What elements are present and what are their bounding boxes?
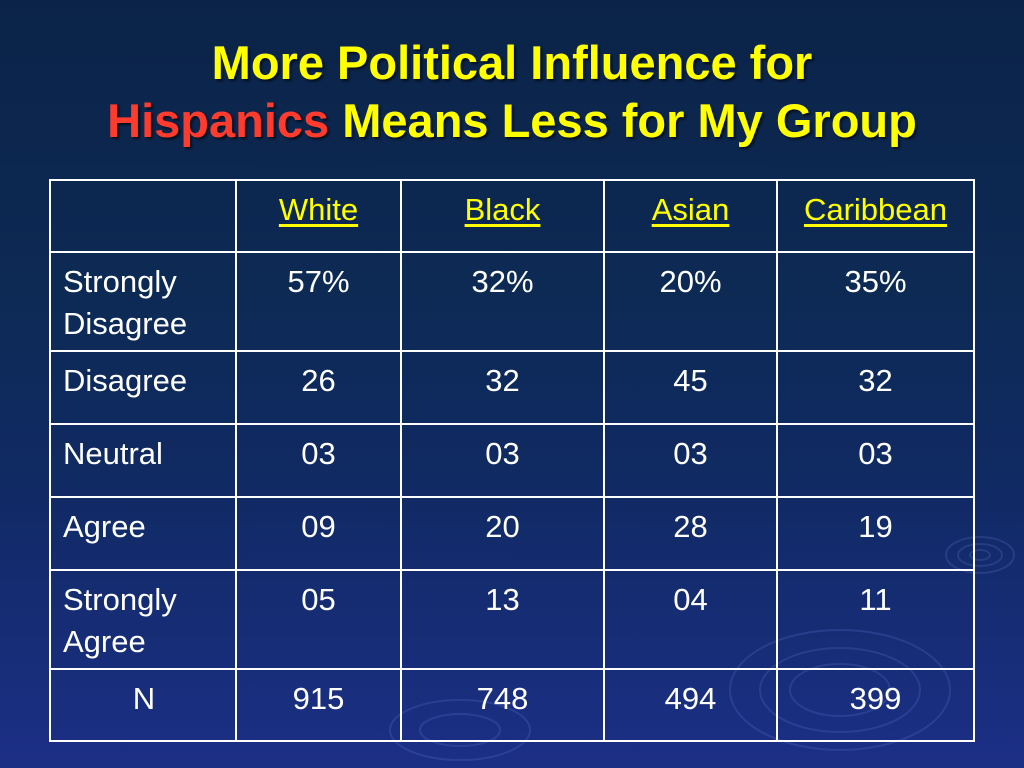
table-cell: 13: [400, 569, 605, 670]
table-cell: 399: [776, 668, 975, 742]
column-header-asian[interactable]: Asian: [603, 179, 778, 253]
table-cell: 19: [776, 496, 975, 571]
table-header-row: White Black Asian Caribbean: [49, 179, 975, 253]
table-row: Strongly Agree 05 13 04 11: [49, 569, 975, 670]
table-cell: 915: [235, 668, 402, 742]
row-label-n: N: [49, 668, 237, 742]
row-label-neutral: Neutral: [49, 423, 237, 498]
table-cell: 32: [776, 350, 975, 425]
column-header-label[interactable]: Asian: [651, 192, 730, 227]
table-row: Neutral 03 03 03 03: [49, 423, 975, 498]
table-cell: 57%: [235, 251, 402, 352]
table-cell: 35%: [776, 251, 975, 352]
table-cell: 28: [603, 496, 778, 571]
column-header-empty: [49, 179, 237, 253]
column-header-label[interactable]: Black: [464, 192, 541, 227]
table-cell: 03: [235, 423, 402, 498]
slide-title: More Political Influence for Hispanics M…: [0, 34, 1024, 150]
table-row: Agree 09 20 28 19: [49, 496, 975, 571]
title-line-1: More Political Influence for: [211, 36, 813, 89]
table-cell: 03: [776, 423, 975, 498]
title-highlight-word: Hispanics: [107, 94, 330, 147]
column-header-label[interactable]: Caribbean: [803, 192, 948, 227]
table-row: Strongly Disagree 57% 32% 20% 35%: [49, 251, 975, 352]
row-label-strongly-disagree: Strongly Disagree: [49, 251, 237, 352]
column-header-white[interactable]: White: [235, 179, 402, 253]
row-label-agree: Agree: [49, 496, 237, 571]
table-cell: 03: [603, 423, 778, 498]
table-cell: 09: [235, 496, 402, 571]
table-cell: 32%: [400, 251, 605, 352]
table-cell: 20: [400, 496, 605, 571]
table-cell: 11: [776, 569, 975, 670]
table-cell: 03: [400, 423, 605, 498]
table-cell: 04: [603, 569, 778, 670]
column-header-black[interactable]: Black: [400, 179, 605, 253]
data-table: White Black Asian Caribbean Strongly Dis…: [49, 179, 975, 742]
table-cell: 32: [400, 350, 605, 425]
column-header-label[interactable]: White: [278, 192, 359, 227]
row-label-strongly-agree: Strongly Agree: [49, 569, 237, 670]
row-label-disagree: Disagree: [49, 350, 237, 425]
title-line-2: Hispanics Means Less for My Group: [0, 92, 1024, 150]
title-line-2-rest: Means Less for My Group: [329, 94, 917, 147]
table-row: N 915 748 494 399: [49, 668, 975, 742]
table-cell: 494: [603, 668, 778, 742]
table-row: Disagree 26 32 45 32: [49, 350, 975, 425]
column-header-caribbean[interactable]: Caribbean: [776, 179, 975, 253]
table-cell: 20%: [603, 251, 778, 352]
table-cell: 45: [603, 350, 778, 425]
table-cell: 748: [400, 668, 605, 742]
data-table-container: White Black Asian Caribbean Strongly Dis…: [49, 179, 975, 742]
table-cell: 05: [235, 569, 402, 670]
table-cell: 26: [235, 350, 402, 425]
